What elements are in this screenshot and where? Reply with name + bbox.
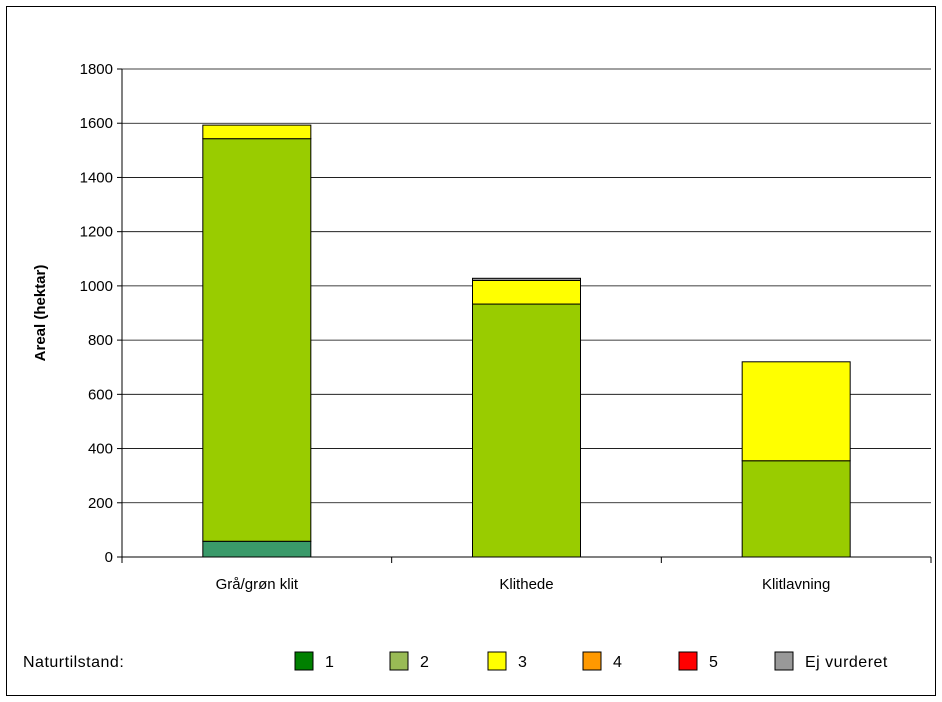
legend-entry-label: 3 (518, 654, 527, 671)
legend-swatch (389, 651, 409, 671)
bar-segment (202, 124, 312, 140)
legend-entry-label: Ej vurderet (805, 654, 888, 671)
y-tick-label: 1400 (80, 169, 113, 186)
bar-segment (202, 138, 312, 542)
legend-entry-label: 4 (613, 654, 622, 671)
x-category-label: Klitlavning (762, 576, 830, 593)
y-tick-label: 0 (105, 549, 113, 566)
chart-frame: 0 200 400 600 800 1000 1200 1400 1600 1800 Grå/gr… (6, 6, 936, 696)
legend-title: Naturtilstand: (23, 654, 124, 671)
y-tick-label: 600 (88, 386, 113, 403)
y-axis-label: Areal (hektar) (32, 265, 49, 362)
legend-swatch (678, 651, 698, 671)
bar-segment (741, 361, 851, 462)
stacked-bar-chart: 0 200 400 600 800 1000 1200 1400 1600 1800 Grå/gr… (23, 61, 932, 671)
legend-entry-label: 2 (420, 654, 429, 671)
legend-swatch (487, 651, 507, 671)
bar-segment (472, 279, 581, 305)
bar-segment (472, 277, 581, 281)
bar-segment (202, 540, 312, 558)
y-tick-label: 1200 (80, 224, 113, 241)
legend-entry-label: 5 (709, 654, 718, 671)
x-category-label: Klithede (499, 576, 553, 593)
axes (121, 69, 932, 563)
y-tick-label: 400 (88, 441, 113, 458)
y-axis-ticks: 0 200 400 600 800 1000 1200 1400 1600 1800 (80, 61, 122, 566)
bars (202, 124, 851, 558)
bar-segment (741, 460, 851, 558)
y-tick-label: 1000 (80, 278, 113, 295)
y-tick-label: 1600 (80, 115, 113, 132)
legend-swatch (294, 651, 314, 671)
bar-segment (472, 303, 581, 558)
legend-swatch (774, 651, 794, 671)
y-tick-label: 1800 (80, 61, 113, 78)
x-axis-labels: Grå/grøn klit Klithede Klitlavning (216, 576, 831, 593)
legend: Naturtilstand: 1 2 3 4 5 Ej vurderet (23, 651, 888, 671)
legend-swatch (582, 651, 602, 671)
y-tick-label: 800 (88, 332, 113, 349)
y-tick-label: 200 (88, 495, 113, 512)
x-category-label: Grå/grøn klit (216, 576, 299, 593)
legend-entry-label: 1 (325, 654, 334, 671)
